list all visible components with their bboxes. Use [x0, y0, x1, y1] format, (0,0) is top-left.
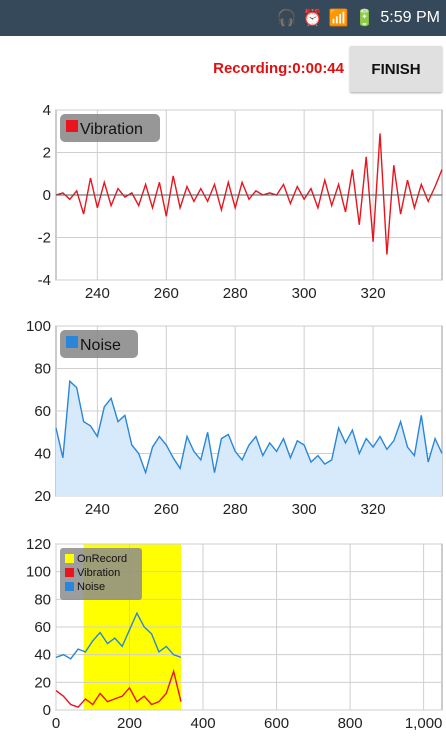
status-icons: 🎧 ⏰ 📶 🔋 5:59 PM — [277, 8, 440, 28]
series-line-vibration — [55, 668, 182, 709]
signal-icon: 📶 — [328, 10, 349, 27]
noise-chart: 240 260 280 300 320 100 80 60 40 20 Noise — [26, 318, 443, 518]
y-tick-label: 20 — [34, 488, 51, 505]
y-tick-label: 120 — [26, 538, 51, 553]
x-tick-label: 400 — [191, 715, 216, 732]
series-line-noise — [55, 611, 182, 660]
alarm-icon: ⏰ — [302, 10, 323, 27]
y-tick-label: 40 — [34, 647, 51, 664]
headphones-icon: 🎧 — [276, 10, 297, 27]
vibration-chart: 240 260 280 300 320 4 2 0 -2 -4 Vibration — [38, 102, 443, 302]
y-tick-label: 100 — [26, 318, 51, 335]
x-tick-label: 300 — [292, 501, 317, 518]
x-tick-label: 320 — [361, 501, 386, 518]
legend-swatch-noise — [65, 582, 74, 591]
legend-swatch-vibration — [66, 120, 78, 132]
y-tick-label: 2 — [43, 145, 51, 162]
status-bar: 🎧 ⏰ 📶 🔋 5:59 PM — [0, 0, 446, 36]
x-tick-label: 240 — [85, 501, 110, 518]
combined-chart: 0 200 400 600 800 1,000120100806040200OnRecor… — [26, 538, 443, 732]
x-tick-label: 200 — [117, 715, 142, 732]
x-tick-label: 0 — [52, 715, 60, 732]
legend-box — [60, 548, 142, 600]
x-tick-label: 240 — [85, 285, 110, 302]
legend-label-noise: Noise — [80, 337, 121, 354]
y-tick-label: 80 — [34, 361, 51, 378]
series-area-noise — [56, 381, 442, 496]
x-tick-label: 260 — [154, 285, 179, 302]
y-tick-label: -2 — [38, 230, 51, 247]
x-tick-label: 800 — [338, 715, 363, 732]
y-tick-label: 60 — [34, 619, 51, 636]
y-tick-label: 0 — [43, 187, 51, 204]
legend-box — [60, 114, 160, 142]
y-tick-label: 100 — [26, 564, 51, 581]
legend-label-vibration: Vibration — [77, 567, 120, 579]
legend-swatch-vibration — [65, 568, 74, 577]
y-tick-label: -4 — [38, 272, 51, 289]
x-tick-label: 260 — [154, 501, 179, 518]
x-tick-label: 300 — [292, 285, 317, 302]
legend-label-vibration: Vibration — [80, 121, 143, 138]
legend-label-noise: Noise — [77, 581, 105, 593]
legend-swatch-noise — [66, 336, 78, 348]
x-tick-label: 600 — [264, 715, 289, 732]
y-tick-label: 0 — [43, 702, 51, 719]
x-tick-label: 1,000 — [405, 715, 443, 732]
x-tick-label: 280 — [223, 501, 248, 518]
y-tick-label: 80 — [34, 591, 51, 608]
legend-label-onrecord: OnRecord — [77, 553, 127, 565]
y-tick-label: 40 — [34, 446, 51, 463]
finish-button[interactable]: FINISH — [350, 46, 442, 92]
series-line-noise — [55, 379, 443, 475]
legend-swatch-onrecord — [65, 554, 74, 563]
recording-timer: Recording:0:00:44 — [213, 60, 344, 77]
y-tick-label: 4 — [43, 102, 51, 119]
y-tick-label: 20 — [34, 674, 51, 691]
status-time: 5:59 PM — [380, 9, 440, 26]
recording-toolbar: Recording:0:00:44 FINISH — [0, 36, 446, 98]
x-tick-label: 320 — [361, 285, 386, 302]
y-tick-label: 60 — [34, 403, 51, 420]
series-line-vibration — [55, 133, 443, 255]
battery-icon: 🔋 — [354, 10, 375, 27]
x-tick-label: 280 — [223, 285, 248, 302]
legend-box — [60, 330, 138, 358]
